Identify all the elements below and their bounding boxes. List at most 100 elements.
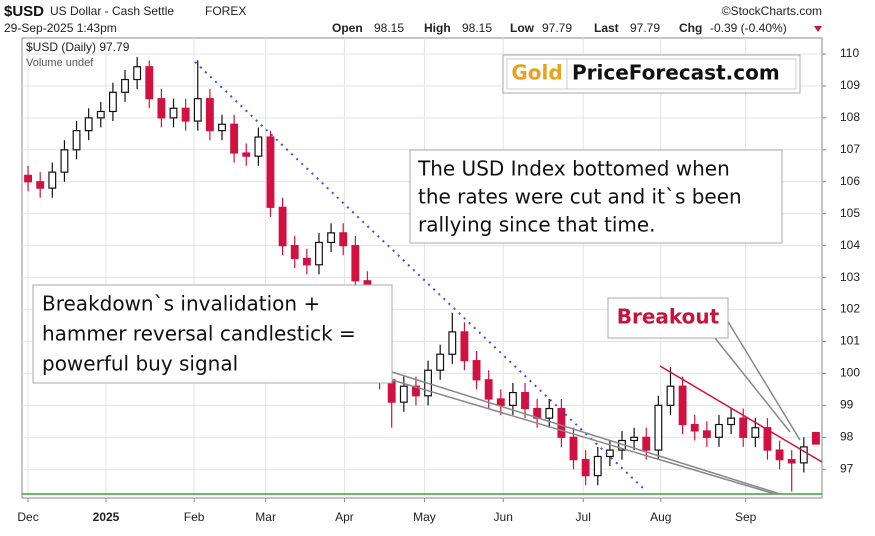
- x-tick-label: Mar: [255, 510, 276, 524]
- quote-chg-label: Chg: [679, 21, 702, 35]
- x-tick-label: Aug: [650, 510, 671, 524]
- legend: $USD (Daily) 97.79 Volume undef: [26, 40, 130, 69]
- x-tick-label: May: [413, 510, 436, 524]
- quote-open-label: Open: [332, 21, 363, 35]
- comment-box: [409, 149, 783, 244]
- breakout-label: Breakout: [617, 305, 720, 329]
- candle-body: [569, 436, 578, 461]
- quote-open: 98.15: [374, 21, 404, 35]
- candle-body: [472, 360, 481, 381]
- candle-body: [24, 174, 32, 183]
- quote-last: 97.79: [630, 21, 660, 35]
- candle-body: [751, 427, 760, 438]
- candle-body: [642, 436, 651, 451]
- y-tick-label: 101: [840, 334, 860, 348]
- pointer-line: [726, 319, 801, 441]
- candle-body: [678, 385, 687, 426]
- comment-line: the rates were cut and it`s been: [418, 185, 742, 209]
- y-tick-label: 99: [840, 398, 854, 412]
- signal-line: hammer reversal candlestick =: [42, 322, 356, 346]
- candle-body: [36, 181, 45, 189]
- candle-body: [399, 385, 408, 403]
- candle-body: [181, 107, 190, 122]
- y-tick-label: 109: [840, 78, 860, 92]
- candle-body: [254, 136, 263, 157]
- candle-body: [48, 171, 57, 189]
- candle-body: [799, 446, 808, 464]
- signal-line: Breakdown`s invalidation +: [42, 292, 320, 316]
- comment-line: The USD Index bottomed when: [417, 157, 730, 181]
- legend-volume: Volume undef: [26, 57, 94, 69]
- candle-body: [787, 459, 796, 464]
- candle-body: [121, 78, 129, 93]
- candle-body: [169, 107, 178, 119]
- x-tick-label: Feb: [184, 510, 205, 524]
- breakout-box: [607, 297, 729, 339]
- candle-body: [193, 98, 202, 122]
- candle-body: [654, 404, 663, 451]
- candle-body: [557, 407, 566, 438]
- brand-box: [506, 58, 568, 90]
- candle-body: [448, 331, 457, 355]
- candles: [24, 57, 820, 492]
- candle-body: [278, 206, 287, 247]
- candle-body: [108, 91, 117, 113]
- pointer-line: [391, 371, 781, 495]
- candle-body: [812, 431, 820, 445]
- candle-body: [205, 98, 214, 132]
- candle-body: [496, 398, 505, 406]
- candle-body: [290, 245, 299, 260]
- candle-body: [775, 449, 784, 461]
- y-tick-label: 102: [840, 302, 860, 316]
- candle-body: [436, 353, 445, 371]
- candle-body: [157, 98, 166, 119]
- candle-body: [545, 407, 554, 419]
- x-tick-label: 2025: [93, 510, 120, 524]
- brand-site: PriceForecast.com: [572, 61, 780, 85]
- quote-last-label: Last: [594, 21, 619, 35]
- plot-frame: [21, 37, 823, 499]
- source: ©StockCharts.com: [722, 4, 822, 18]
- y-tick-label: 100: [840, 366, 860, 380]
- brand-box: [566, 58, 797, 90]
- trend-line: [659, 365, 823, 463]
- candle-body: [72, 130, 81, 151]
- candle-body: [96, 110, 105, 119]
- candle-body: [593, 455, 602, 477]
- candle-body: [521, 391, 529, 410]
- candle-body: [351, 245, 360, 282]
- candle-body: [508, 391, 517, 406]
- x-tick-label: Jul: [576, 510, 591, 524]
- quote-low: 97.79: [542, 21, 572, 35]
- quote-high-label: High: [424, 21, 451, 35]
- candle-body: [739, 417, 748, 438]
- candle-body: [630, 436, 639, 442]
- candle-body: [581, 459, 590, 477]
- x-tick-label: Jun: [494, 510, 513, 524]
- symbol: $USD: [4, 3, 44, 20]
- quote-high: 98.15: [462, 21, 492, 35]
- pointer-line: [714, 337, 791, 433]
- overlay: [22, 61, 823, 495]
- y-tick-label: 97: [840, 461, 854, 475]
- y-tick-label: 107: [840, 142, 860, 156]
- grid: 97 98 99 100 101 102 103 104 105 106 107 108 109 110 D…: [17, 38, 860, 524]
- exchange: FOREX: [205, 4, 246, 18]
- candle-body: [763, 427, 772, 451]
- y-tick-label: 104: [840, 238, 860, 252]
- candle-body: [302, 257, 311, 266]
- candle-body: [145, 66, 154, 100]
- candle-body: [266, 136, 275, 208]
- candle-body: [84, 117, 93, 132]
- y-tick-label: 98: [840, 429, 854, 443]
- x-tick-label: Apr: [335, 510, 354, 524]
- signal-line: powerful buy signal: [42, 352, 238, 376]
- pointer-line: [391, 379, 776, 495]
- instrument-name: US Dollar - Cash Settle: [50, 4, 174, 18]
- down-arrow: [814, 26, 822, 32]
- x-tick-label: Dec: [17, 510, 38, 524]
- candle-body: [690, 423, 699, 432]
- y-tick-label: 105: [840, 206, 860, 220]
